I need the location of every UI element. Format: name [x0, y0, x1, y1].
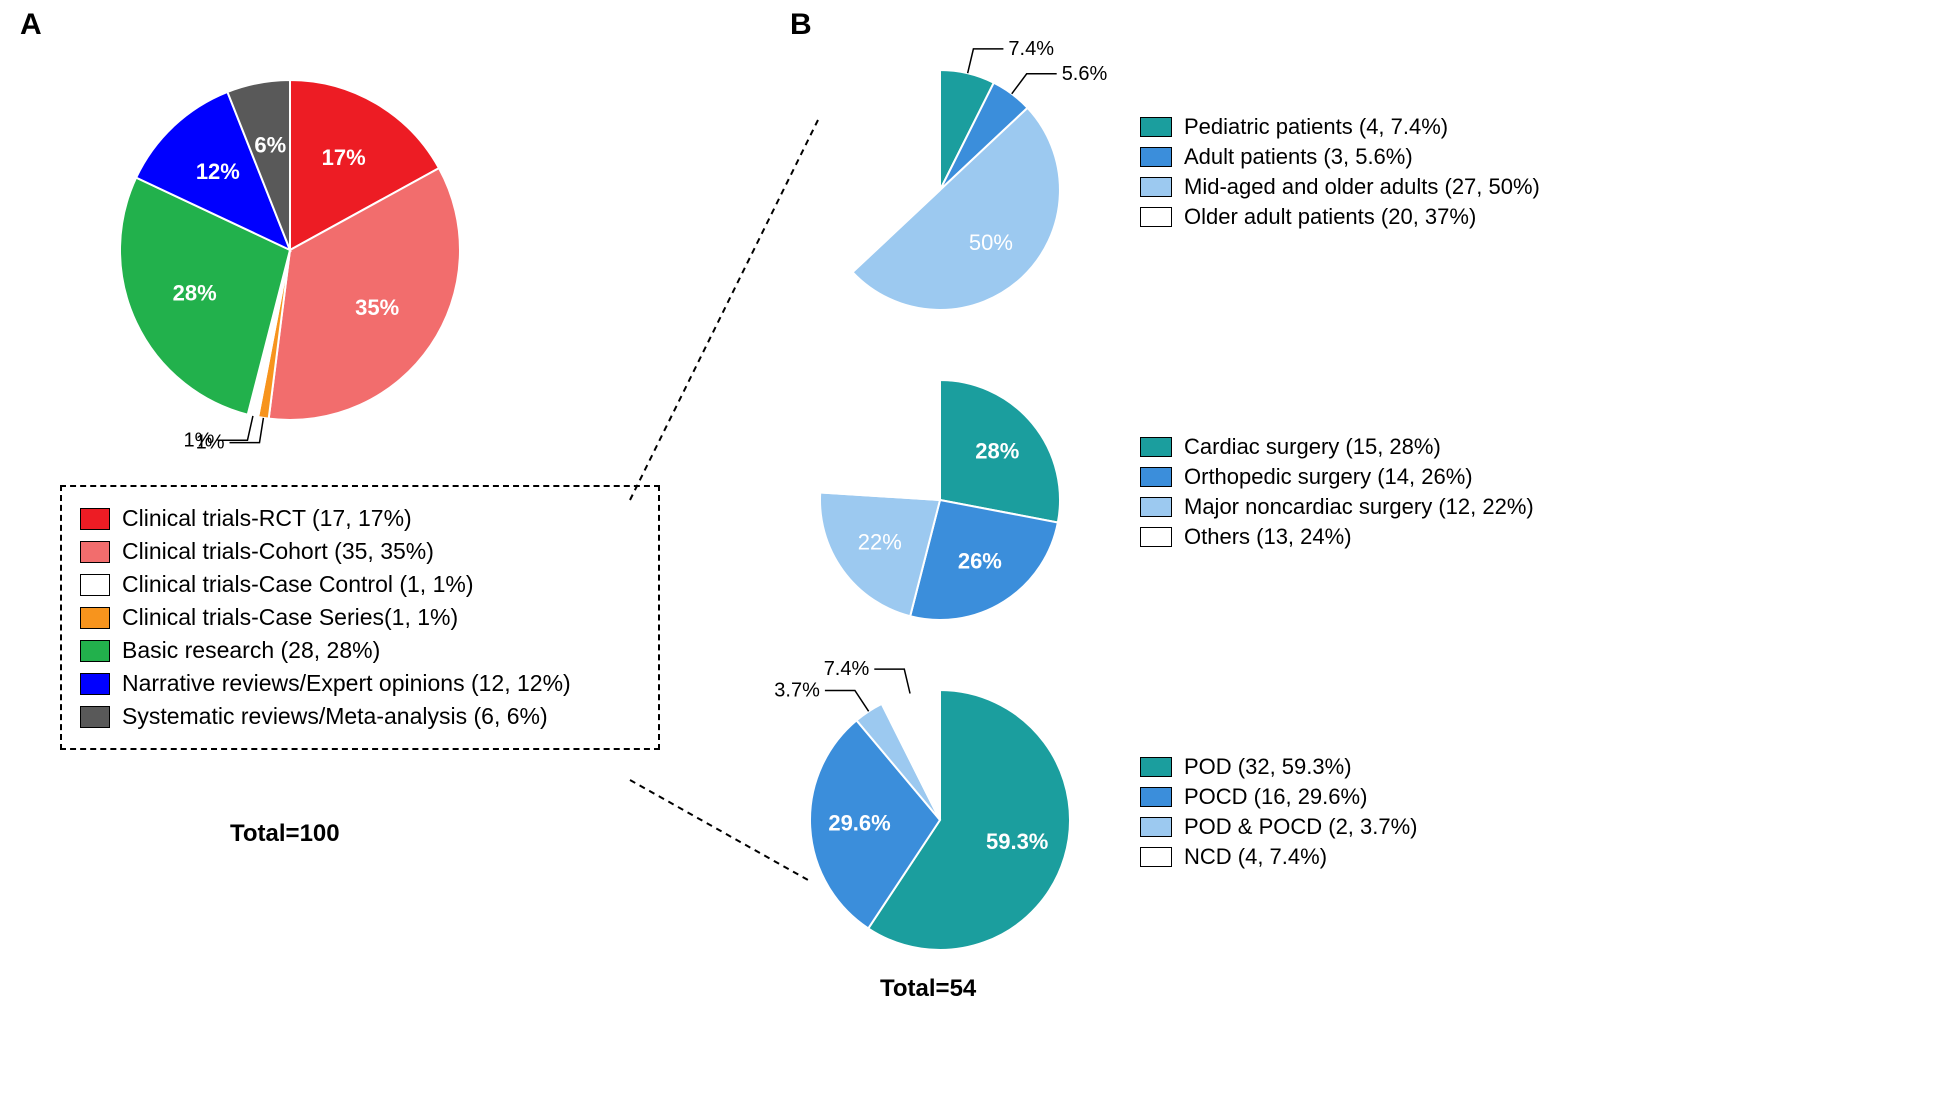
legend-a-text-5: Narrative reviews/Expert opinions (12, 1…: [122, 670, 571, 697]
legend-b0-text-2: Mid-aged and older adults (27, 50%): [1184, 174, 1540, 200]
legend-a-swatch-1: [80, 541, 110, 563]
panel-a-legend: Clinical trials-RCT (17, 17%) Clinical tr…: [60, 485, 660, 750]
panel-b-legend-2: POD (32, 59.3%) POCD (16, 29.6%) POD & POC…: [1140, 750, 1418, 874]
slice-label-POD: 59.3%: [986, 829, 1048, 854]
slice-label-POCD: 29.6%: [828, 810, 890, 835]
legend-b0-text-1: Adult patients (3, 5.6%): [1184, 144, 1413, 170]
legend-b1-text-0: Cardiac surgery (15, 28%): [1184, 434, 1441, 460]
slice-label-PODPOCD: 3.7%: [774, 679, 820, 701]
slice-label-Pediatric: 7.4%: [1008, 38, 1054, 60]
slice-label-Adult: 5.6%: [1062, 63, 1108, 85]
legend-b1-swatch-3: [1140, 527, 1172, 547]
legend-a-swatch-2: [80, 574, 110, 596]
slice-label-NCD: 7.4%: [824, 658, 870, 680]
legend-b0-swatch-1: [1140, 147, 1172, 167]
panel-b-legend-0: Pediatric patients (4, 7.4%) Adult patien…: [1140, 110, 1540, 234]
legend-a-swatch-3: [80, 607, 110, 629]
legend-b1-swatch-1: [1140, 467, 1172, 487]
legend-b0-row-2: Mid-aged and older adults (27, 50%): [1140, 174, 1540, 200]
slice-label-Cohort: 35%: [355, 295, 399, 320]
legend-b2-row-1: POCD (16, 29.6%): [1140, 784, 1418, 810]
slice-label-RCT: 17%: [322, 145, 366, 170]
legend-b2-text-3: NCD (4, 7.4%): [1184, 844, 1327, 870]
legend-b2-swatch-0: [1140, 757, 1172, 777]
legend-b0-row-3: Older adult patients (20, 37%): [1140, 204, 1540, 230]
legend-b2-swatch-1: [1140, 787, 1172, 807]
legend-a-row-1: Clinical trials-Cohort (35, 35%): [80, 538, 640, 565]
legend-b1-text-1: Orthopedic surgery (14, 26%): [1184, 464, 1473, 490]
legend-b1-swatch-0: [1140, 437, 1172, 457]
legend-a-text-6: Systematic reviews/Meta-analysis (6, 6%): [122, 703, 548, 730]
legend-b0-swatch-0: [1140, 117, 1172, 137]
legend-b2-text-2: POD & POCD (2, 3.7%): [1184, 814, 1418, 840]
legend-b0-text-3: Older adult patients (20, 37%): [1184, 204, 1476, 230]
legend-b1-text-3: Others (13, 24%): [1184, 524, 1352, 550]
legend-a-row-5: Narrative reviews/Expert opinions (12, 1…: [80, 670, 640, 697]
legend-b2-text-0: POD (32, 59.3%): [1184, 754, 1352, 780]
legend-b2-row-3: NCD (4, 7.4%): [1140, 844, 1418, 870]
legend-b1-row-3: Others (13, 24%): [1140, 524, 1534, 550]
slice-label-Ortho: 26%: [958, 549, 1002, 574]
legend-a-text-3: Clinical trials-Case Series(1, 1%): [122, 604, 458, 631]
legend-a-row-3: Clinical trials-Case Series(1, 1%): [80, 604, 640, 631]
legend-b0-text-0: Pediatric patients (4, 7.4%): [1184, 114, 1448, 140]
slice-label-Others: 24%: [867, 432, 911, 457]
legend-b0-row-0: Pediatric patients (4, 7.4%): [1140, 114, 1540, 140]
legend-b2-swatch-3: [1140, 847, 1172, 867]
legend-a-swatch-4: [80, 640, 110, 662]
legend-a-row-4: Basic research (28, 28%): [80, 637, 640, 664]
legend-a-text-4: Basic research (28, 28%): [122, 637, 380, 664]
slice-label-CaseControl: 1%: [184, 429, 213, 451]
legend-b1-swatch-2: [1140, 497, 1172, 517]
legend-b0-row-1: Adult patients (3, 5.6%): [1140, 144, 1540, 170]
legend-b1-row-0: Cardiac surgery (15, 28%): [1140, 434, 1534, 460]
slice-label-Older: 37%: [850, 146, 894, 171]
panel-b-total: Total=54: [880, 975, 976, 1003]
slice-label-MidOlder: 50%: [969, 230, 1013, 255]
slice-label-Cardiac: 28%: [975, 438, 1019, 463]
panel-b-legend-1: Cardiac surgery (15, 28%) Orthopedic surg…: [1140, 430, 1534, 554]
legend-b0-swatch-3: [1140, 207, 1172, 227]
legend-a-row-2: Clinical trials-Case Control (1, 1%): [80, 571, 640, 598]
slice-label-Noncardiac: 22%: [858, 530, 902, 555]
legend-a-row-0: Clinical trials-RCT (17, 17%): [80, 505, 640, 532]
legend-b2-swatch-2: [1140, 817, 1172, 837]
panel-a-total: Total=100: [230, 820, 340, 848]
legend-a-swatch-5: [80, 673, 110, 695]
slice-label-Systematic: 6%: [254, 132, 286, 157]
legend-b1-row-1: Orthopedic surgery (14, 26%): [1140, 464, 1534, 490]
slice-label-Basic: 28%: [173, 281, 217, 306]
legend-a-text-1: Clinical trials-Cohort (35, 35%): [122, 538, 434, 565]
legend-b0-swatch-2: [1140, 177, 1172, 197]
legend-a-row-6: Systematic reviews/Meta-analysis (6, 6%): [80, 703, 640, 730]
legend-a-text-0: Clinical trials-RCT (17, 17%): [122, 505, 412, 532]
legend-a-swatch-6: [80, 706, 110, 728]
legend-b2-row-2: POD & POCD (2, 3.7%): [1140, 814, 1418, 840]
legend-b2-text-1: POCD (16, 29.6%): [1184, 784, 1367, 810]
legend-b1-text-2: Major noncardiac surgery (12, 22%): [1184, 494, 1534, 520]
legend-a-swatch-0: [80, 508, 110, 530]
legend-a-text-2: Clinical trials-Case Control (1, 1%): [122, 571, 474, 598]
legend-b2-row-0: POD (32, 59.3%): [1140, 754, 1418, 780]
legend-b1-row-2: Major noncardiac surgery (12, 22%): [1140, 494, 1534, 520]
slice-label-Narrative: 12%: [196, 159, 240, 184]
